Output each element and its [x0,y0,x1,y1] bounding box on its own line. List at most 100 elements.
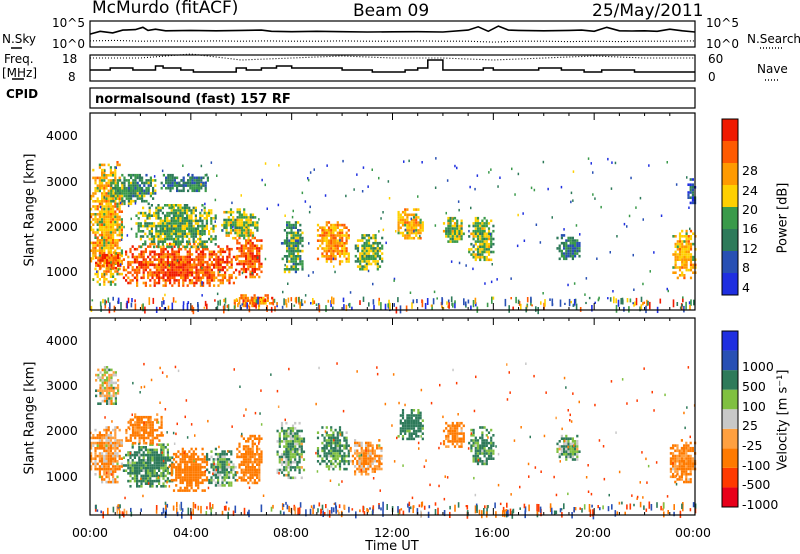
velocity-cell [210,481,213,485]
power-cell [338,242,342,245]
velocity-ytick-3000: 3000 [46,378,78,393]
velocity-cell [95,379,98,382]
power-cell [359,252,362,255]
velocity-cell [112,447,115,450]
power-cell [288,244,291,248]
power-cell [687,268,690,272]
power-speckle [227,304,230,312]
power-cell [236,216,239,219]
velocity-cell [285,421,288,425]
velocity-cell [294,427,297,430]
power-cell [105,244,108,247]
power-cell [118,205,121,208]
power-cell [569,239,572,242]
power-cell [162,266,165,269]
power-cell [188,219,191,223]
velocity-cell [106,371,109,374]
power-cell [173,176,176,180]
power-cell [106,259,109,262]
power-cell [135,235,138,238]
power-cell [142,235,145,238]
power-cell [361,244,364,248]
power-cell [107,249,110,252]
power-cell [114,179,117,182]
velocity-cell [116,447,119,450]
power-cell [101,207,104,211]
power-speckle [223,298,225,303]
velocity-cell [175,452,178,456]
velocity-cell [367,444,370,447]
power-cell [194,232,197,236]
power-cell [571,241,574,245]
power-cell [98,163,101,167]
power-speckle [520,303,522,311]
power-cell [294,234,297,237]
power-cell [199,255,202,259]
power-cell [249,244,252,248]
velocity-cell [251,447,254,451]
velocity-cell [217,468,220,472]
velocity-cell [136,421,139,424]
power-cell [292,234,295,237]
power-cell [330,242,333,245]
power-cell [336,252,339,255]
power-cell [214,214,217,217]
power-cell [206,271,209,274]
power-cell [172,232,175,236]
power-cell [236,262,239,266]
power-cell [229,223,233,227]
power-cell [221,260,224,264]
power-cell [243,223,246,227]
power-speckle [274,306,276,312]
velocity-cell [179,463,182,466]
power-cell [338,236,342,240]
power-scatter [535,223,538,226]
velocity-cell [183,450,187,453]
velocity-cell [360,452,363,455]
power-cell [224,266,227,269]
power-cell [206,179,209,182]
power-cell [334,234,337,237]
power-cell [107,179,110,182]
power-cell [257,304,261,308]
power-cell [136,194,139,198]
power-cell [182,268,185,272]
power-speckle [159,307,161,311]
velocity-cell [160,466,163,470]
power-scatter [371,168,373,171]
power-cell [144,247,147,251]
velocity-cell [186,486,189,490]
velocity-cell [283,440,286,443]
power-speckle [693,299,695,306]
power-cell [194,240,197,243]
velocity-cell [201,471,204,474]
velocity-cell [210,450,213,453]
velocity-cell [334,444,337,447]
velocity-cell [256,476,259,479]
velocity-cell [90,436,93,440]
power-cell [361,247,364,250]
power-cell [173,271,176,274]
power-cell [190,230,193,233]
power-cell [168,206,171,210]
power-cell [190,235,193,238]
cpid-label: CPID [6,87,39,101]
power-cell [563,257,566,261]
power-cell [147,271,150,274]
velocity-cell [142,436,146,440]
velocity-cell [349,449,352,453]
power-cell [171,263,174,267]
power-cell [116,181,119,185]
power-cell [109,236,112,239]
power-scatter [592,193,594,196]
velocity-cell [138,423,141,427]
power-cell [202,260,205,264]
power-cell [249,273,252,276]
power-cell [210,235,213,238]
power-cell [253,254,256,258]
velocity-cell [217,463,220,466]
power-speckle [689,305,691,310]
power-speckle [276,302,278,306]
velocity-cell [294,466,297,469]
velocity-cell [221,481,224,485]
